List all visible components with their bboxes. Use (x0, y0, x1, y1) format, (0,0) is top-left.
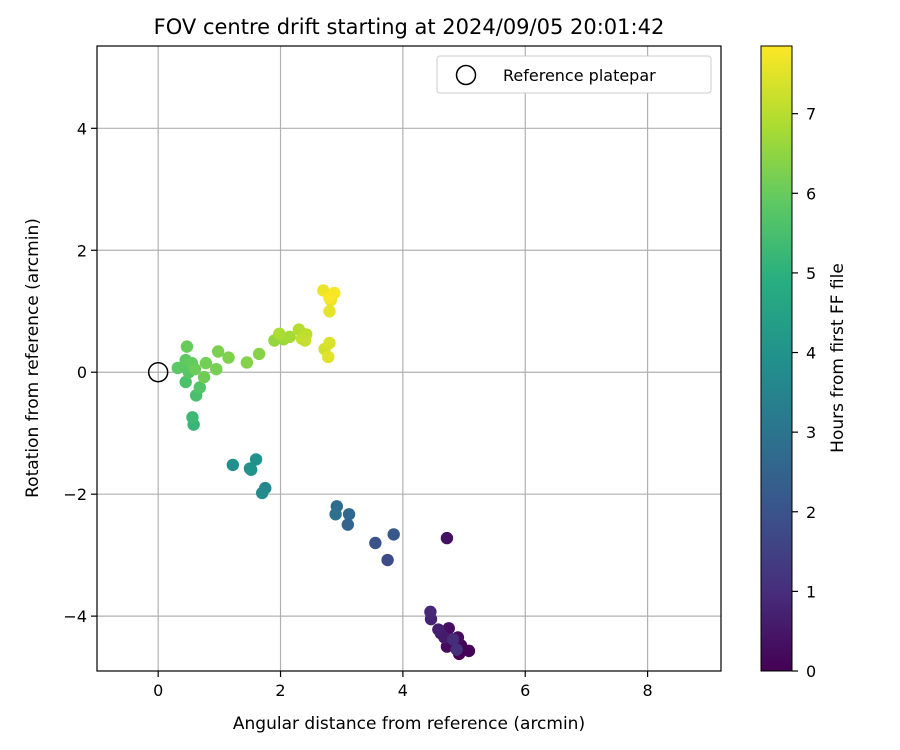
y-axis-label: Rotation from reference (arcmin) (23, 218, 43, 498)
data-point (341, 518, 355, 531)
data-point (186, 411, 199, 424)
data-point (240, 356, 254, 369)
y-axis-ticks: −4 −2 0 2 4 (63, 119, 97, 626)
data-point (179, 375, 192, 389)
colorbar-tick-label: 3 (806, 423, 816, 442)
legend-box (436, 55, 712, 94)
data-point (323, 291, 336, 305)
data-point (424, 605, 437, 619)
data-point (252, 347, 266, 361)
y-tick-label: 0 (77, 363, 87, 382)
data-point (387, 528, 400, 541)
colorbar-tick-label: 7 (806, 105, 816, 124)
colorbar-tick-label: 5 (806, 264, 816, 283)
data-point (199, 356, 213, 370)
data-point (432, 623, 445, 636)
colorbar-tick-label: 0 (806, 662, 816, 681)
data-point (298, 334, 312, 347)
y-tick-label: −4 (63, 607, 87, 626)
x-axis-label: Angular distance from reference (arcmin) (233, 714, 585, 734)
data-point (273, 327, 286, 341)
colorbar-tick-label: 2 (806, 503, 816, 522)
data-point (450, 643, 463, 656)
x-tick-label: 6 (520, 681, 530, 700)
data-point (446, 633, 460, 646)
colorbar-tick-label: 1 (806, 582, 816, 601)
colorbar: 0 1 2 3 4 5 6 7 Hours from first FF file (760, 45, 848, 681)
colorbar-label: Hours from first FF file (828, 263, 848, 453)
data-point (197, 370, 211, 384)
data-point (180, 340, 194, 353)
data-point (322, 350, 335, 364)
data-point (381, 553, 394, 567)
data-point (255, 486, 269, 500)
data-point (249, 453, 263, 466)
colorbar-tick-label: 6 (806, 184, 816, 203)
colorbar-ticks: 0 1 2 3 4 5 6 7 (792, 105, 816, 681)
y-tick-label: 4 (77, 119, 87, 138)
data-point (226, 458, 240, 472)
data-point (171, 361, 184, 375)
data-point (369, 536, 382, 550)
data-point (211, 345, 225, 358)
grid-lines (97, 46, 721, 671)
data-point (188, 362, 202, 376)
data-point (222, 351, 235, 364)
data-point (342, 508, 356, 521)
y-tick-label: 2 (77, 241, 87, 260)
x-tick-label: 8 (642, 681, 652, 700)
data-point (323, 336, 336, 350)
legend-label: Reference platepar (503, 66, 656, 85)
x-tick-label: 4 (398, 681, 408, 700)
data-point (440, 531, 454, 545)
colorbar-tick-label: 4 (806, 344, 816, 363)
x-axis-ticks: 0 2 4 6 8 (153, 671, 653, 700)
data-points (171, 284, 476, 661)
y-tick-label: −2 (63, 485, 87, 504)
plot-frame (96, 45, 722, 672)
colorbar-gradient (760, 45, 793, 672)
data-point (210, 362, 223, 376)
x-tick-label: 0 (153, 681, 163, 700)
legend-marker-icon (455, 64, 477, 86)
x-tick-label: 2 (275, 681, 285, 700)
data-point (243, 462, 257, 475)
reference-point-marker (147, 361, 169, 383)
legend: Reference platepar (436, 55, 712, 94)
data-point (193, 381, 206, 394)
data-point (283, 330, 296, 344)
data-point (323, 305, 336, 318)
chart-title: FOV centre drift starting at 2024/09/05 … (154, 15, 665, 39)
data-point (329, 508, 342, 521)
